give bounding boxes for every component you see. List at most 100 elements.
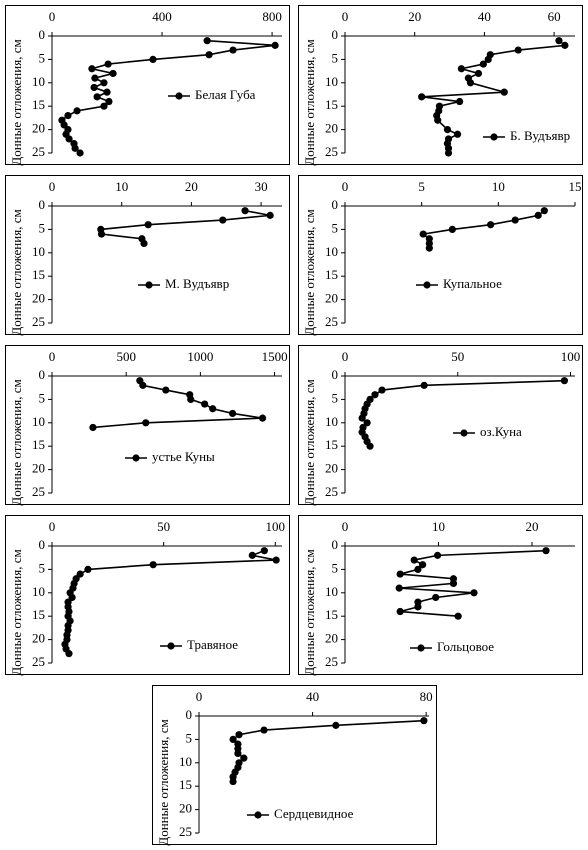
data-point bbox=[140, 239, 148, 248]
legend-label: Белая Губа bbox=[195, 87, 256, 102]
data-point bbox=[419, 230, 427, 238]
y-tick-label: 25 bbox=[179, 824, 192, 839]
data-point bbox=[396, 570, 404, 578]
data-point bbox=[68, 593, 76, 602]
legend-label: Сердцевидное bbox=[274, 806, 354, 821]
data-point bbox=[88, 65, 96, 73]
data-point bbox=[240, 754, 248, 762]
data-point bbox=[100, 79, 108, 87]
x-tick-label: 0 bbox=[342, 519, 349, 534]
panel: 0 400 800 0 5 10 15 20 25 Донные отложения, см Бел… bbox=[5, 5, 290, 166]
legend-label: Б. Вудъявр bbox=[510, 128, 570, 143]
y-tick-label: 10 bbox=[32, 584, 45, 599]
data-point bbox=[73, 107, 81, 115]
data-point bbox=[378, 386, 386, 394]
y-tick-label: 5 bbox=[332, 390, 339, 405]
y-tick-label: 5 bbox=[332, 220, 339, 235]
y-tick-label: 25 bbox=[325, 484, 338, 499]
x-tick-label: 40 bbox=[478, 9, 491, 24]
data-point bbox=[395, 584, 403, 592]
panel: 0 5 10 15 0 5 10 15 20 25 Донные отложения, см Купа… bbox=[298, 175, 583, 336]
data-point bbox=[229, 777, 237, 786]
data-point bbox=[229, 735, 237, 743]
x-tick-label: 0 bbox=[49, 519, 56, 534]
x-tick-label: 1500 bbox=[262, 349, 288, 364]
y-tick-label: 25 bbox=[325, 654, 338, 669]
y-axis-title: Донные отложения, см bbox=[302, 379, 317, 505]
data-point bbox=[76, 149, 84, 157]
x-tick-label: 0 bbox=[196, 689, 203, 704]
y-tick-label: 0 bbox=[39, 537, 46, 552]
legend-marker bbox=[417, 644, 425, 652]
data-point bbox=[466, 79, 475, 87]
data-point bbox=[149, 55, 157, 64]
data-point bbox=[453, 130, 462, 138]
data-point bbox=[205, 51, 213, 59]
x-tick-label: 0 bbox=[342, 9, 349, 24]
data-point bbox=[144, 221, 152, 229]
y-tick-label: 10 bbox=[32, 414, 45, 429]
x-tick-label: 100 bbox=[266, 519, 286, 534]
panel: 0 10 20 0 5 10 15 20 25 Донные отложения, см Гольц… bbox=[298, 515, 583, 676]
y-tick-label: 15 bbox=[325, 267, 338, 282]
x-tick-label: 100 bbox=[561, 349, 581, 364]
legend-label: Купальное bbox=[443, 276, 502, 291]
y-tick-label: 25 bbox=[32, 314, 45, 329]
y-tick-label: 25 bbox=[325, 314, 338, 329]
data-point bbox=[410, 556, 418, 564]
y-tick-label: 15 bbox=[325, 97, 338, 112]
y-tick-label: 5 bbox=[39, 390, 46, 405]
data-point bbox=[209, 405, 217, 413]
data-point bbox=[414, 565, 422, 573]
panel-frame bbox=[298, 515, 583, 675]
y-tick-label: 15 bbox=[32, 267, 45, 282]
data-point bbox=[511, 216, 519, 224]
data-point bbox=[479, 60, 487, 68]
y-tick-label: 5 bbox=[332, 50, 339, 65]
data-point bbox=[363, 419, 371, 427]
data-point bbox=[534, 211, 542, 219]
legend-marker bbox=[132, 454, 140, 462]
data-point bbox=[456, 97, 464, 106]
data-point bbox=[266, 211, 274, 219]
x-tick-label: 40 bbox=[306, 689, 319, 704]
y-tick-label: 25 bbox=[32, 654, 45, 669]
y-tick-label: 10 bbox=[179, 754, 192, 769]
data-point bbox=[260, 726, 268, 734]
x-tick-label: 800 bbox=[262, 9, 282, 24]
data-point bbox=[64, 111, 72, 120]
y-tick-label: 15 bbox=[32, 607, 45, 622]
x-tick-label: 5 bbox=[418, 179, 425, 194]
y-tick-label: 5 bbox=[332, 560, 339, 575]
data-point bbox=[272, 556, 280, 564]
data-point bbox=[104, 60, 112, 68]
data-point bbox=[229, 46, 237, 54]
data-point bbox=[71, 144, 79, 152]
panel-frame bbox=[5, 515, 290, 675]
data-point bbox=[474, 69, 483, 78]
y-tick-label: 10 bbox=[325, 244, 338, 259]
data-point bbox=[432, 593, 440, 602]
panel-frame bbox=[152, 685, 437, 845]
y-tick-label: 0 bbox=[39, 197, 46, 212]
y-tick-label: 10 bbox=[325, 414, 338, 429]
data-point bbox=[260, 547, 268, 555]
data-point bbox=[470, 589, 478, 597]
x-tick-label: 20 bbox=[185, 179, 198, 194]
data-point bbox=[65, 135, 73, 143]
legend-marker bbox=[460, 429, 468, 437]
legend-marker bbox=[490, 133, 498, 141]
data-point bbox=[203, 37, 211, 45]
panel: 0 500 1000 1500 0 5 10 15 20 25 Донные отложения, … bbox=[5, 345, 290, 506]
data-point bbox=[500, 88, 508, 96]
y-tick-label: 10 bbox=[32, 74, 45, 89]
data-point bbox=[201, 400, 209, 408]
panel-frame bbox=[5, 175, 290, 335]
x-tick-label: 10 bbox=[492, 179, 505, 194]
legend-marker bbox=[145, 281, 153, 289]
data-point bbox=[434, 116, 442, 124]
data-point bbox=[241, 207, 249, 215]
data-point bbox=[540, 207, 548, 215]
y-tick-label: 20 bbox=[325, 121, 338, 136]
